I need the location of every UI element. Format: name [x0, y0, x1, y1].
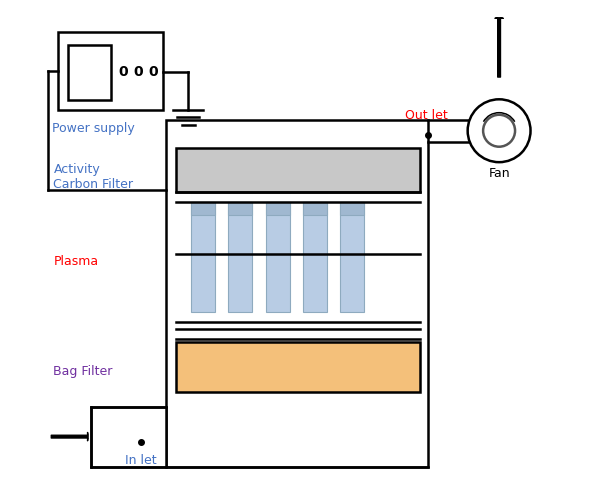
Bar: [176, 342, 420, 392]
Bar: [265, 202, 290, 215]
Text: Bag Filter: Bag Filter: [53, 365, 113, 378]
Bar: [59, 32, 163, 110]
Text: Activity
Carbon Filter: Activity Carbon Filter: [53, 163, 134, 191]
Circle shape: [483, 115, 515, 147]
Bar: [165, 120, 428, 467]
Bar: [303, 202, 327, 215]
Bar: [176, 148, 420, 192]
Text: Plasma: Plasma: [53, 255, 99, 268]
Text: Power supply: Power supply: [52, 122, 135, 135]
Bar: [340, 202, 365, 312]
Bar: [191, 202, 215, 215]
Text: Fan: Fan: [488, 167, 510, 180]
Bar: [69, 45, 111, 100]
Circle shape: [467, 99, 531, 162]
Bar: [228, 202, 252, 215]
Bar: [303, 202, 327, 312]
Text: In let: In let: [125, 454, 157, 467]
Text: 0: 0: [148, 65, 158, 79]
Bar: [228, 202, 252, 312]
Text: Out let: Out let: [405, 109, 448, 122]
Text: 0: 0: [134, 65, 143, 79]
Bar: [265, 202, 290, 312]
Bar: [91, 407, 165, 467]
Bar: [340, 202, 365, 215]
Text: 0: 0: [119, 65, 128, 79]
Bar: [191, 202, 215, 312]
